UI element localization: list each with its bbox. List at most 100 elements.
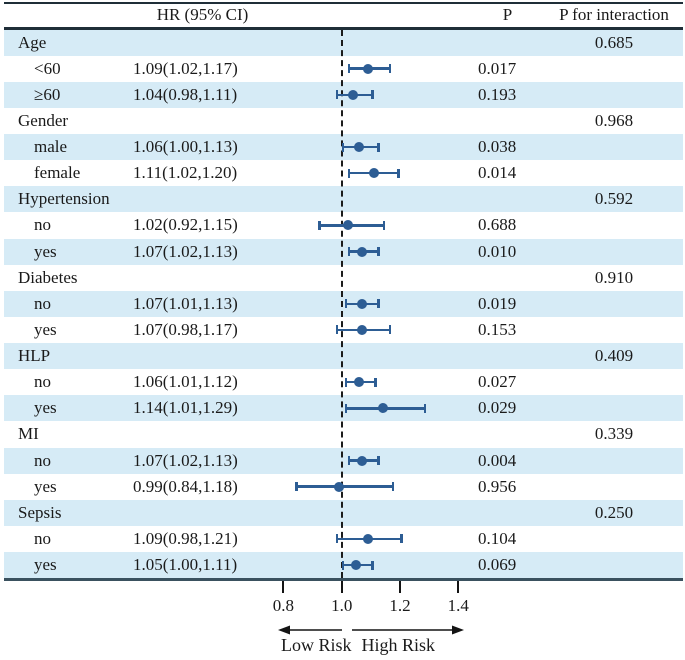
reference-line bbox=[340, 29, 343, 578]
p-interaction-value: 0.910 bbox=[594, 267, 634, 287]
subgroup-label: female bbox=[34, 163, 81, 183]
ci-cap-left bbox=[335, 534, 339, 544]
plot-cell bbox=[272, 56, 470, 82]
hr-ci-text: 1.06(1.00,1.13) bbox=[133, 137, 238, 157]
p-interaction-value: 0.409 bbox=[594, 346, 634, 366]
ci-cap-left bbox=[295, 482, 298, 492]
hr-point-marker bbox=[348, 89, 359, 100]
hr-ci-text: 1.11(1.02,1.20) bbox=[133, 163, 238, 183]
hr-point-marker bbox=[342, 220, 353, 231]
ci-cap-right bbox=[397, 168, 400, 178]
risk-direction-arrows bbox=[278, 625, 464, 635]
table-row-yes-11: yes 1.07(0.98,1.17) 0.153 bbox=[4, 317, 683, 343]
hr-point-marker bbox=[351, 560, 362, 571]
hr-point-marker bbox=[357, 324, 368, 335]
hr-ci-text: 0.99(0.84,1.18) bbox=[133, 476, 238, 496]
p-interaction-value: 0.968 bbox=[594, 110, 634, 130]
table-row-60-2: ≥60 1.04(0.98,1.11) 0.193 bbox=[4, 81, 683, 108]
subgroup-label: male bbox=[34, 137, 68, 157]
table-row-yes-14: yes 1.14(1.01,1.29) 0.029 bbox=[4, 395, 683, 422]
plot-column-header bbox=[272, 3, 470, 27]
plot-cell bbox=[272, 448, 470, 474]
hr-ci-text: 1.06(1.01,1.12) bbox=[133, 372, 238, 392]
p-value: 0.027 bbox=[478, 372, 517, 392]
plot-cell bbox=[272, 343, 470, 369]
hr-point-marker bbox=[362, 533, 373, 544]
plot-cell bbox=[272, 265, 470, 291]
ci-cap-left bbox=[341, 142, 345, 152]
axis-tick-1.2 bbox=[399, 581, 401, 593]
plot-cell bbox=[272, 552, 470, 578]
table-row-mi-15: MI 0.339 bbox=[4, 421, 683, 447]
plot-cell bbox=[272, 369, 470, 395]
table-row-hypertension-6: Hypertension 0.592 bbox=[4, 186, 683, 213]
group-label: Age bbox=[18, 32, 47, 52]
hr-ci-text: 1.09(0.98,1.21) bbox=[133, 528, 238, 548]
table-row-yes-20: yes 1.05(1.00,1.11) 0.069 bbox=[4, 552, 683, 579]
group-label: Sepsis bbox=[18, 502, 62, 522]
plot-cell bbox=[272, 186, 470, 212]
ci-cap-left bbox=[347, 168, 351, 178]
ci-cap-left bbox=[335, 90, 339, 100]
plot-cell bbox=[272, 500, 470, 526]
ci-cap-left bbox=[344, 403, 348, 413]
table-header: HR (95% CI) P P for interaction bbox=[4, 3, 683, 27]
plot-cell bbox=[272, 474, 470, 500]
plot-cell bbox=[272, 291, 470, 317]
p-interaction-value: 0.685 bbox=[594, 32, 634, 52]
ci-cap-left bbox=[318, 220, 321, 230]
hr-ci-text: 1.14(1.01,1.29) bbox=[133, 398, 238, 418]
ci-cap-left bbox=[344, 377, 348, 387]
ci-cap-left bbox=[347, 64, 351, 74]
p-value: 0.038 bbox=[478, 137, 517, 157]
rows: Age 0.685 <60 1.09(1.02,1.17) 0.017 ≥60 1.04(0… bbox=[4, 29, 683, 579]
subgroup-label: no bbox=[34, 450, 51, 470]
table-row-yes-17: yes 0.99(0.84,1.18) 0.956 bbox=[4, 474, 683, 500]
ci-cap-right bbox=[377, 456, 380, 466]
subgroup-label: <60 bbox=[34, 58, 61, 78]
hr-ci-text: 1.05(1.00,1.11) bbox=[133, 555, 238, 575]
table-row-diabetes-9: Diabetes 0.910 bbox=[4, 265, 683, 291]
subgroup-label: yes bbox=[34, 476, 57, 496]
plot-cell bbox=[272, 82, 470, 108]
left-arrowhead-icon bbox=[278, 625, 290, 635]
plot-cell bbox=[272, 108, 470, 134]
table-row-60-1: <60 1.09(1.02,1.17) 0.017 bbox=[4, 56, 683, 82]
hr-ci-text: 1.07(1.02,1.13) bbox=[133, 241, 238, 261]
p-value: 0.004 bbox=[478, 450, 517, 470]
hr-ci-text: 1.02(0.92,1.15) bbox=[133, 215, 238, 235]
ci-cap-right bbox=[371, 560, 374, 570]
top-rule bbox=[4, 2, 683, 4]
table-row-age-0: Age 0.685 bbox=[4, 29, 683, 56]
p-value: 0.017 bbox=[478, 58, 517, 78]
group-label: HLP bbox=[18, 346, 51, 366]
group-label: Hypertension bbox=[18, 189, 110, 209]
axis-tick-1.0 bbox=[340, 581, 343, 593]
table-row-no-10: no 1.07(1.01,1.13) 0.019 bbox=[4, 290, 683, 317]
group-label: Diabetes bbox=[18, 267, 78, 287]
subgroup-label: yes bbox=[34, 398, 57, 418]
axis-tick-label: 1.2 bbox=[389, 596, 411, 615]
hr-point-marker bbox=[333, 481, 344, 492]
ci-cap-right bbox=[377, 142, 380, 152]
hr-point-marker bbox=[357, 298, 368, 309]
axis-tick-1.4 bbox=[457, 581, 460, 593]
table-row-sepsis-18: Sepsis 0.250 bbox=[4, 499, 683, 526]
p-column-header: P bbox=[502, 5, 513, 24]
plot-cell bbox=[272, 239, 470, 265]
ci-cap-right bbox=[382, 220, 386, 230]
ci-cap-right bbox=[377, 299, 380, 309]
plot-cell bbox=[272, 30, 470, 56]
hr-point-marker bbox=[357, 455, 368, 466]
ci-cap-right bbox=[371, 90, 374, 100]
plot-cell bbox=[272, 421, 470, 447]
ci-line bbox=[295, 485, 395, 488]
p-value: 0.010 bbox=[478, 241, 517, 261]
plot-cell bbox=[272, 395, 470, 421]
ci-cap-right bbox=[423, 403, 427, 413]
table-row-male-4: male 1.06(1.00,1.13) 0.038 bbox=[4, 134, 683, 161]
axis-tick-label: 1.0 bbox=[331, 596, 353, 615]
table-row-no-16: no 1.07(1.02,1.13) 0.004 bbox=[4, 447, 683, 474]
p-value: 0.688 bbox=[478, 215, 517, 235]
high-risk-label: High Risk bbox=[361, 635, 436, 655]
